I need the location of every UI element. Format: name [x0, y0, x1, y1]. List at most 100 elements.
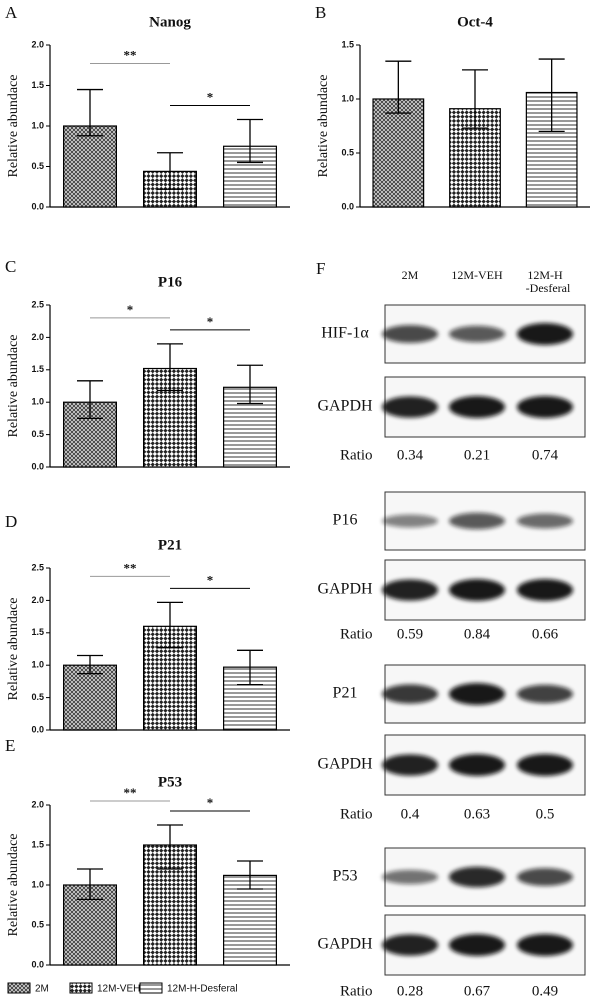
y-tick-label: 1.0 — [31, 397, 44, 407]
blot-label: P53 — [333, 868, 358, 885]
bar — [372, 98, 425, 208]
legend-label: 12M-VEH — [97, 984, 140, 995]
y-tick-label: 0.5 — [341, 147, 354, 157]
blot-label: GAPDH — [317, 936, 373, 953]
significance-label: * — [207, 314, 214, 329]
y-tick-label: 0.0 — [31, 724, 44, 734]
y-axis-label: Relative abundace — [6, 74, 21, 177]
y-tick-label: 2.0 — [31, 332, 44, 342]
ratio-label: Ratio — [340, 626, 373, 642]
ratio-value: 0.84 — [464, 626, 491, 642]
blot-band — [517, 868, 573, 886]
chart-title: P21 — [158, 537, 182, 553]
ratio-value: 0.66 — [532, 626, 559, 642]
blot-band — [382, 754, 438, 776]
y-tick-label: 0.5 — [31, 692, 44, 702]
blot-band — [449, 683, 505, 705]
blot-band — [382, 579, 438, 601]
ratio-value: 0.49 — [532, 983, 558, 999]
blot-band — [449, 866, 505, 888]
blot-band — [517, 934, 573, 956]
y-tick-label: 1.0 — [31, 660, 44, 670]
blot-band — [382, 396, 438, 418]
ratio-value: 0.63 — [464, 806, 490, 822]
blot-band — [382, 514, 438, 528]
y-tick-label: 2.5 — [31, 299, 44, 309]
chart-title: Nanog — [149, 14, 191, 30]
ratio-value: 0.4 — [401, 806, 420, 822]
y-tick-label: 1.5 — [31, 627, 44, 637]
significance-label: * — [207, 90, 214, 105]
y-tick-label: 0.0 — [31, 201, 44, 211]
y-tick-label: 0.0 — [341, 201, 354, 211]
y-tick-label: 1.5 — [341, 39, 354, 49]
panel-label: C — [5, 257, 16, 276]
ratio-label: Ratio — [340, 447, 373, 463]
blot-band — [382, 325, 438, 343]
blot-band — [517, 754, 573, 776]
lane-label: -Desferal — [526, 281, 571, 295]
y-tick-label: 1.5 — [31, 364, 44, 374]
blot-band — [449, 934, 505, 956]
y-axis-label: Relative abundace — [6, 833, 21, 936]
y-tick-label: 2.0 — [31, 595, 44, 605]
lane-label: 12M-H — [527, 268, 563, 282]
y-tick-label: 1.0 — [31, 879, 44, 889]
y-tick-label: 0.5 — [31, 429, 44, 439]
blot-label: HIF-1α — [321, 325, 369, 342]
y-axis-label: Relative abundace — [6, 597, 21, 700]
significance-label: * — [207, 795, 214, 810]
blot-band — [517, 323, 573, 345]
blot-label: P16 — [333, 512, 358, 529]
y-tick-label: 0.5 — [31, 919, 44, 929]
ratio-label: Ratio — [340, 983, 373, 999]
panel-label: F — [316, 259, 325, 278]
blot-band — [449, 325, 505, 343]
blot-band — [517, 513, 573, 529]
y-axis-label: Relative abundace — [316, 74, 331, 177]
y-tick-label: 2.0 — [31, 39, 44, 49]
panel-label: B — [315, 3, 326, 22]
significance-label: ** — [124, 785, 137, 800]
chart-title: P53 — [158, 774, 182, 790]
bar — [62, 664, 117, 731]
y-tick-label: 1.5 — [31, 80, 44, 90]
y-tick-label: 1.5 — [31, 839, 44, 849]
legend-swatch — [69, 982, 93, 994]
blot-label: GAPDH — [317, 398, 373, 415]
y-tick-label: 0.5 — [31, 161, 44, 171]
y-tick-label: 0.0 — [31, 959, 44, 969]
blot-label: GAPDH — [317, 581, 373, 598]
legend-swatch — [139, 982, 163, 994]
ratio-value: 0.21 — [464, 447, 490, 463]
y-tick-label: 1.0 — [31, 120, 44, 130]
lane-label: 2M — [402, 268, 419, 282]
significance-label: ** — [124, 48, 137, 63]
significance-label: ** — [124, 560, 137, 575]
blot-band — [449, 396, 505, 418]
significance-label: * — [207, 572, 214, 587]
y-tick-label: 0.0 — [31, 461, 44, 471]
blot-band — [517, 396, 573, 418]
bar — [223, 874, 278, 966]
y-tick-label: 2.0 — [31, 799, 44, 809]
panel-label: E — [5, 736, 15, 755]
bar — [223, 145, 278, 208]
blot-label: GAPDH — [317, 756, 373, 773]
blot-band — [449, 579, 505, 601]
blot-band — [382, 934, 438, 956]
blot-band — [517, 579, 573, 601]
ratio-value: 0.74 — [532, 447, 559, 463]
panel-label: A — [5, 3, 18, 22]
bar — [62, 125, 117, 208]
chart-title: P16 — [158, 274, 183, 290]
y-tick-label: 2.5 — [31, 562, 44, 572]
lane-label: 12M-VEH — [451, 268, 503, 282]
significance-label: * — [127, 302, 134, 317]
legend-swatch — [7, 982, 31, 994]
ratio-value: 0.28 — [397, 983, 423, 999]
ratio-label: Ratio — [340, 806, 373, 822]
blot-band — [517, 684, 573, 704]
legend-label: 2M — [35, 984, 49, 995]
